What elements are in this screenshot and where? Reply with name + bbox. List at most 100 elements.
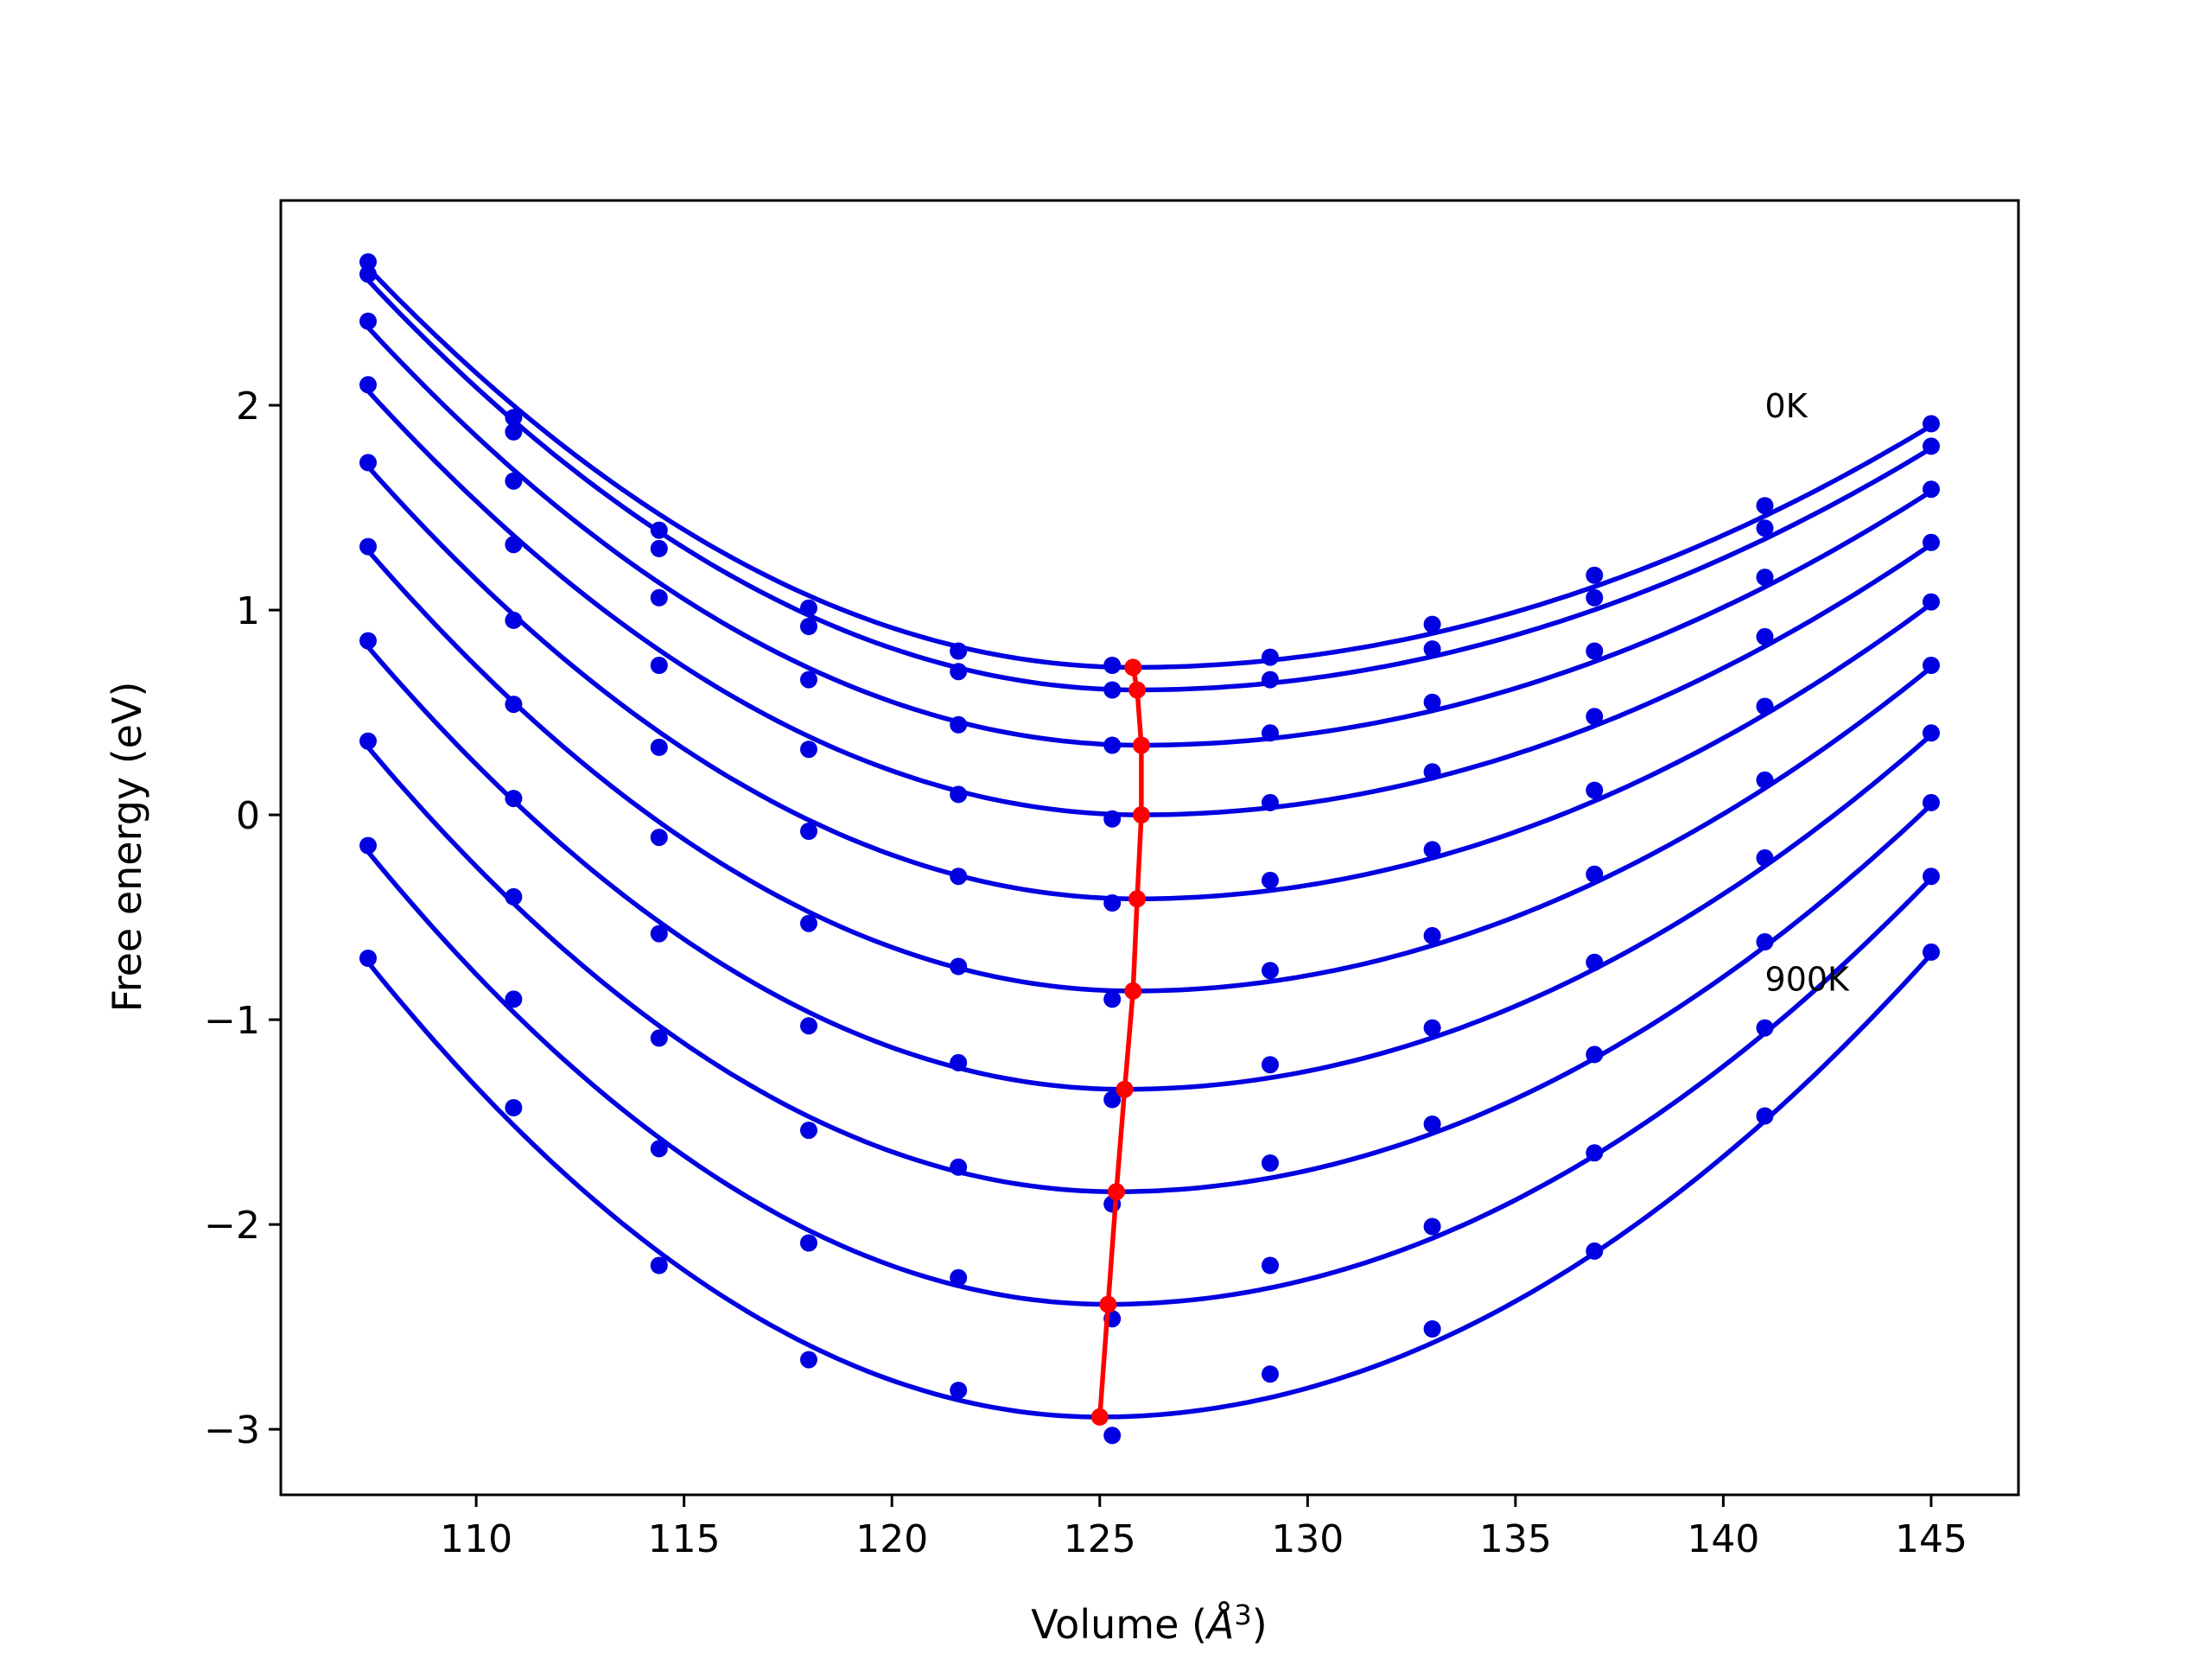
data-point	[359, 253, 377, 271]
data-point	[650, 925, 668, 943]
data-point	[1262, 962, 1279, 980]
data-point	[505, 409, 523, 427]
x-tick-label: 115	[648, 1517, 721, 1561]
data-point	[359, 950, 377, 967]
data-point	[505, 423, 523, 441]
data-point	[1756, 697, 1774, 715]
data-point	[1423, 640, 1441, 658]
data-point	[800, 1234, 817, 1252]
data-point	[950, 1158, 968, 1176]
data-point	[1923, 480, 1940, 499]
y-tick-label: 2	[236, 385, 260, 429]
x-tick-label: 140	[1687, 1517, 1759, 1561]
data-point	[650, 738, 668, 756]
data-point	[950, 663, 968, 681]
y-axis-label: Free energy (eV)	[104, 682, 150, 1013]
fit-curve-5	[365, 465, 1933, 902]
data-point	[1923, 533, 1940, 551]
data-point	[950, 868, 968, 886]
data-point	[1756, 771, 1774, 789]
x-tick-label: 120	[855, 1517, 928, 1561]
fit-curve-6	[365, 549, 1933, 994]
data-point	[950, 642, 968, 660]
data-point	[1586, 953, 1604, 971]
data-point	[1756, 519, 1774, 537]
data-point	[650, 588, 668, 607]
temperature-annotation: 900K	[1765, 961, 1851, 999]
data-point	[1756, 569, 1774, 587]
data-point	[1423, 926, 1441, 944]
data-point	[1262, 1365, 1279, 1383]
data-point	[505, 1099, 523, 1116]
data-point	[950, 957, 968, 976]
data-point	[1586, 1046, 1604, 1064]
data-point	[1923, 593, 1940, 611]
minimum-point	[1132, 806, 1150, 824]
data-point	[950, 785, 968, 804]
data-point	[1423, 763, 1441, 781]
minimum-point	[1099, 1295, 1117, 1313]
data-point	[1586, 865, 1604, 883]
minimum-line-path	[1097, 666, 1144, 1418]
data-point	[1923, 724, 1940, 742]
data-point	[800, 671, 817, 689]
data-point	[1103, 1090, 1122, 1109]
x-axis-label: Volume (Å3)	[1031, 1599, 1267, 1648]
data-point	[950, 1053, 968, 1071]
data-point	[505, 611, 523, 629]
y-tick-label: 0	[236, 794, 260, 838]
data-point	[650, 1256, 668, 1274]
data-point	[1262, 671, 1279, 689]
data-point	[1923, 437, 1940, 455]
data-point	[505, 887, 523, 906]
data-point	[1103, 990, 1122, 1008]
x-tick-label: 110	[440, 1517, 512, 1561]
data-point	[1262, 648, 1279, 666]
data-point	[359, 376, 377, 394]
data-point	[1103, 736, 1122, 754]
data-point	[505, 536, 523, 554]
data-point	[1756, 1019, 1774, 1037]
x-tick-label: 130	[1271, 1517, 1344, 1561]
x-tick-label: 135	[1479, 1517, 1552, 1561]
data-point	[359, 732, 377, 750]
fit-curve-1	[366, 266, 1933, 671]
data-point	[1262, 1154, 1279, 1172]
data-point	[800, 1017, 817, 1035]
data-point	[1262, 1056, 1279, 1074]
data-point	[1423, 693, 1441, 711]
data-point	[650, 539, 668, 557]
data-point	[1756, 497, 1774, 515]
minimum-point	[1108, 1183, 1125, 1201]
data-point	[1923, 868, 1940, 886]
data-point	[650, 1029, 668, 1047]
minimum-point	[1128, 890, 1147, 908]
data-point	[650, 1140, 668, 1158]
data-point	[1923, 657, 1940, 674]
data-point	[1262, 724, 1279, 742]
data-point	[1103, 810, 1122, 828]
data-point	[1756, 933, 1774, 950]
y-tick-label: −1	[204, 999, 260, 1043]
y-tick-label: 1	[236, 589, 260, 633]
temperature-annotation: 0K	[1765, 387, 1808, 425]
data-point	[1923, 943, 1940, 961]
annotations: 0K 900K	[1765, 387, 1851, 999]
fit-curve-7	[365, 645, 1933, 1092]
data-point	[359, 454, 377, 472]
data-point	[1103, 894, 1122, 912]
minimum-point	[1090, 1408, 1109, 1426]
data-point	[1423, 841, 1441, 859]
data-point	[800, 599, 817, 617]
data-point	[505, 790, 523, 808]
data-point	[1586, 642, 1604, 660]
fit-curve-9	[365, 849, 1933, 1307]
x-axis-ticks: 110 115 120 125 130 135 140 145	[440, 1495, 1967, 1561]
x-tick-label: 145	[1895, 1517, 1967, 1561]
data-point	[1586, 1242, 1604, 1260]
data-point	[800, 618, 817, 635]
data-point	[1586, 588, 1604, 607]
data-point	[800, 1122, 817, 1140]
data-point	[950, 1268, 968, 1287]
y-tick-label: −3	[204, 1408, 260, 1452]
